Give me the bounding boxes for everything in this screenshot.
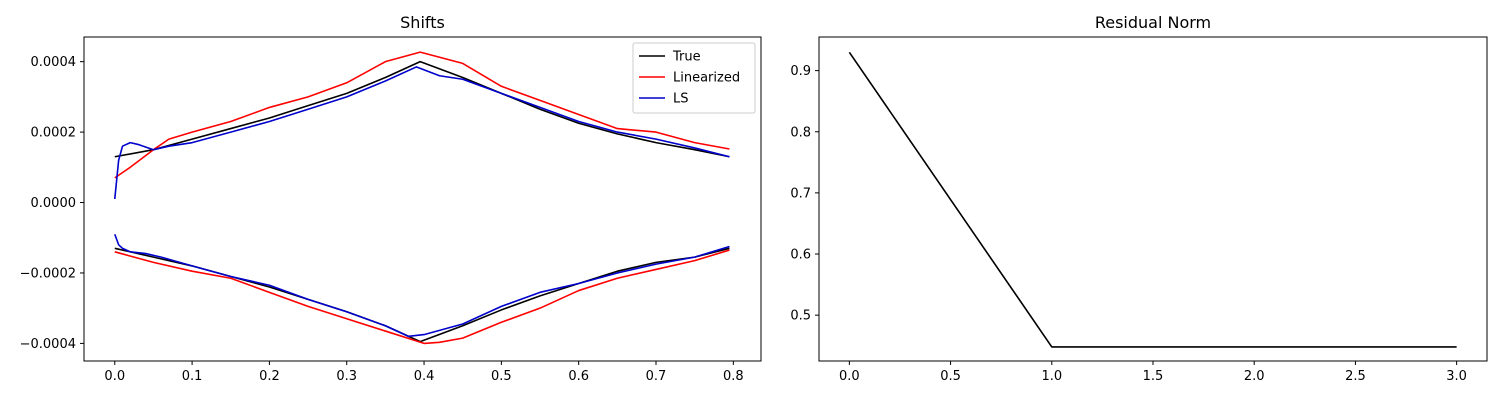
x-tick-label: 0.3 xyxy=(336,369,357,384)
x-tick-label: 2.5 xyxy=(1345,369,1366,384)
x-tick-label: 1.5 xyxy=(1143,369,1164,384)
x-tick-label: 0.7 xyxy=(646,369,667,384)
unlabeled-series-line-5 xyxy=(114,249,730,345)
chart-title: Residual Norm xyxy=(1095,13,1211,32)
y-tick-label: −0.0004 xyxy=(20,337,76,352)
plot-frame xyxy=(818,36,1488,362)
unlabeled-series-line-4 xyxy=(114,247,730,343)
y-tick-label: 0.6 xyxy=(790,248,811,263)
chart-2: 0.0 0.5 1.0 1.5 2.0 2.5 3.0 0.5 0.6 0.7 0.8 0.9 Resi… xyxy=(790,13,1488,384)
chart-1: 0.0 0.1 0.2 0.3 0.4 0.5 0.6 0.7 0.8 −0.0004 −0.000… xyxy=(20,13,762,384)
y-tick-label: 0.0000 xyxy=(31,196,77,211)
true-series-line-1 xyxy=(114,60,730,158)
x-tick-label: 0.2 xyxy=(259,369,280,384)
ls-series-line-3 xyxy=(113,66,730,200)
legend-label-linearized: Linearized xyxy=(673,71,740,86)
x-tick-label: 0.0 xyxy=(104,369,125,384)
y-tick-label: 0.5 xyxy=(790,309,811,324)
unlabeled-series-line-1 xyxy=(848,51,1457,348)
x-tick-label: 1.0 xyxy=(1041,369,1062,384)
x-tick-label: 0.5 xyxy=(491,369,512,384)
x-tick-label: 3.0 xyxy=(1446,369,1467,384)
x-tick-label: 0.6 xyxy=(568,369,589,384)
x-tick-label: 0.0 xyxy=(839,369,860,384)
legend-box xyxy=(632,42,756,114)
y-tick-label: 0.0002 xyxy=(31,126,77,141)
y-tick-label: 0.7 xyxy=(790,186,811,201)
y-tick-label: −0.0002 xyxy=(20,266,76,281)
legend-label-true: True xyxy=(672,50,701,65)
y-tick-label: 0.9 xyxy=(790,64,811,79)
legend: True Linearized LS xyxy=(632,42,756,114)
x-tick-label: 2.0 xyxy=(1244,369,1265,384)
legend-label-ls: LS xyxy=(673,92,689,107)
chart-title: Shifts xyxy=(400,13,445,32)
y-tick-label: 0.8 xyxy=(790,125,811,140)
x-tick-label: 0.8 xyxy=(723,369,744,384)
linearized-series-line-2 xyxy=(114,51,730,179)
y-tick-label: 0.0004 xyxy=(31,55,77,70)
x-tick-label: 0.5 xyxy=(940,369,961,384)
x-tick-label: 0.1 xyxy=(182,369,203,384)
x-tick-label: 0.4 xyxy=(414,369,435,384)
plot-frame xyxy=(83,36,762,362)
unlabeled-series-line-6 xyxy=(114,233,730,338)
